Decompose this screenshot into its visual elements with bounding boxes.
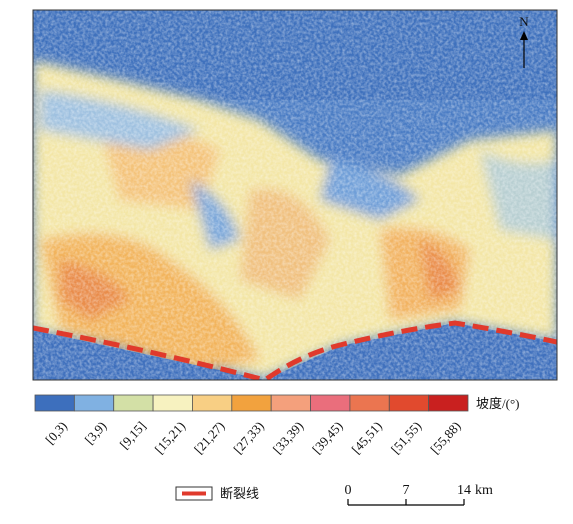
scale-tick-label: 0 (345, 483, 352, 498)
legend-label: [39,45) (309, 418, 346, 456)
legend-label: [21,27) (191, 418, 228, 456)
legend-label: [3,9) (82, 418, 110, 447)
scale-tick-label: 14 (457, 483, 471, 498)
legend-swatch (152, 394, 193, 412)
legend-label: [45,51) (348, 418, 385, 456)
legend-label: [51,55) (388, 418, 425, 456)
fault-line (33, 320, 557, 380)
legend-swatch (388, 394, 430, 412)
legend-label: [9,15] (117, 418, 149, 451)
legend-swatch (192, 394, 233, 412)
legend-swatch (310, 394, 351, 412)
legend-swatch (73, 394, 115, 412)
fault-legend-label: 断裂线 (220, 486, 259, 501)
legend-swatch (34, 394, 75, 412)
north-label: N (519, 14, 529, 29)
scale-bar: 0 7 14 km (345, 483, 493, 506)
scale-unit: km (475, 483, 493, 498)
legend-swatch (270, 394, 311, 412)
legend-title: 坡度/(°) (476, 396, 519, 411)
map-frame (32, 9, 558, 381)
scale-tick-label: 7 (403, 483, 410, 498)
legend-label: [33,39) (270, 418, 307, 456)
slope-map (33, 10, 557, 380)
legend-swatch (231, 394, 272, 412)
legend-label: [15,21) (152, 418, 189, 456)
legend-swatch (428, 394, 469, 412)
legend-label: [27,33) (230, 418, 267, 456)
legend-swatch (113, 394, 154, 412)
legend-label: [0,3) (42, 418, 70, 447)
legend-label: [55,88) (427, 418, 464, 456)
north-arrow-head (520, 31, 528, 40)
legend: [0,3) [3,9) [9,15] [15,21) [21,27) [27,33) [33… (34, 394, 469, 457)
legend-swatch (349, 394, 390, 412)
